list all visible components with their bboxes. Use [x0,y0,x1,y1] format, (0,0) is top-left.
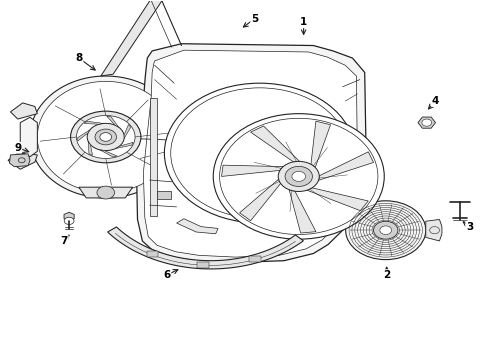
Text: 1: 1 [300,17,307,27]
Circle shape [285,166,313,186]
Circle shape [76,116,135,158]
Text: 3: 3 [466,222,473,231]
Polygon shape [116,142,133,148]
Polygon shape [108,227,303,269]
Polygon shape [64,212,74,221]
Text: 8: 8 [75,53,82,63]
Polygon shape [84,121,103,124]
Polygon shape [124,125,131,138]
Polygon shape [101,0,164,76]
Polygon shape [240,179,281,221]
Text: 5: 5 [251,14,258,24]
Circle shape [164,83,355,223]
Circle shape [100,133,112,141]
Polygon shape [137,44,366,262]
Polygon shape [221,165,283,176]
Polygon shape [144,50,357,257]
Circle shape [292,171,306,181]
Polygon shape [197,262,209,267]
Circle shape [71,111,141,163]
Circle shape [422,119,432,126]
Polygon shape [107,116,119,127]
Circle shape [213,114,384,239]
Polygon shape [37,81,174,193]
Polygon shape [150,98,157,216]
Text: 2: 2 [383,270,391,280]
Text: 9: 9 [14,143,22,153]
Polygon shape [100,150,117,157]
Circle shape [278,161,319,192]
Text: 4: 4 [432,96,439,106]
Polygon shape [307,188,368,211]
Polygon shape [318,152,373,180]
Polygon shape [176,219,218,234]
Polygon shape [9,154,30,167]
Polygon shape [147,251,158,257]
Text: 7: 7 [61,236,68,246]
Circle shape [380,226,392,234]
Text: 6: 6 [163,270,171,280]
Polygon shape [79,187,133,198]
Circle shape [97,186,115,199]
Circle shape [87,123,124,150]
Polygon shape [426,220,442,241]
Polygon shape [10,103,37,119]
Polygon shape [157,192,171,199]
Circle shape [373,221,398,239]
Polygon shape [250,126,299,162]
Polygon shape [311,121,331,167]
Circle shape [64,217,74,225]
Polygon shape [418,117,436,128]
Circle shape [95,129,117,145]
Polygon shape [30,76,181,198]
Circle shape [345,201,426,260]
Polygon shape [8,153,37,169]
Polygon shape [88,141,93,156]
Polygon shape [20,117,37,157]
Polygon shape [289,190,316,233]
Polygon shape [77,130,90,141]
Polygon shape [249,256,261,262]
